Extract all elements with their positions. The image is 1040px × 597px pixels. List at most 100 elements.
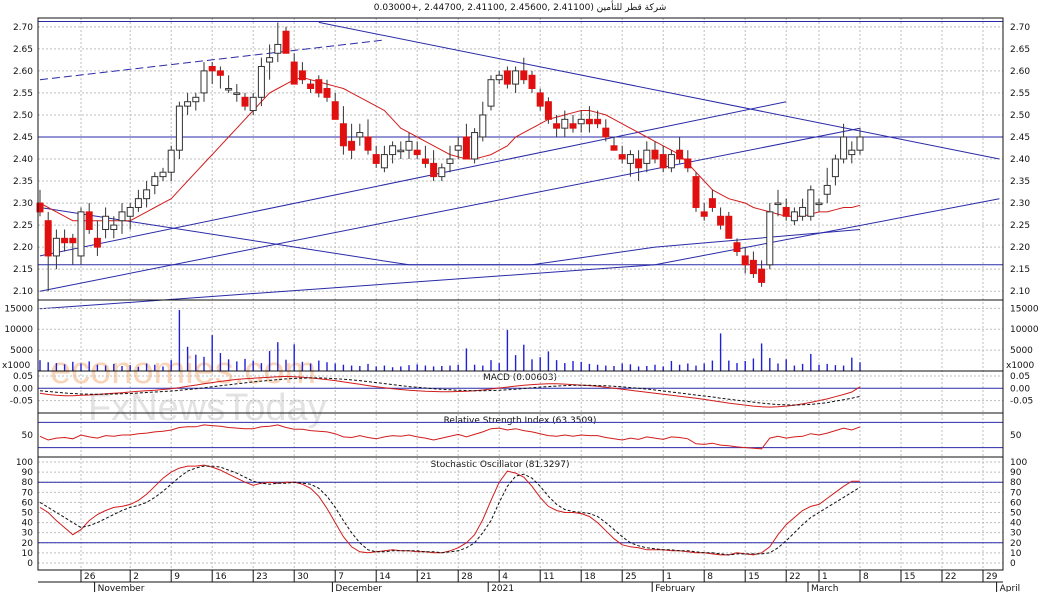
- stochastic-tick-right: 60: [1010, 498, 1022, 508]
- candle-down: [585, 118, 593, 125]
- price-tick-right: 2.15: [1010, 265, 1030, 275]
- candle-up: [626, 154, 634, 164]
- x-day-label: 1: [822, 572, 828, 582]
- volume-tick-left: 15000: [4, 304, 33, 314]
- candle-up: [438, 167, 446, 178]
- trendline: [39, 198, 1000, 310]
- stochastic-tick-right: 30: [1010, 529, 1022, 539]
- stochastic-title: Stochastic Oscillator (81.3297): [430, 460, 569, 470]
- stochastic-tick-left: 0: [27, 559, 33, 569]
- candle-up: [790, 211, 798, 222]
- candle-up: [397, 149, 405, 153]
- x-day-label: 30: [297, 572, 309, 582]
- x-month-label: March: [811, 584, 838, 592]
- candle-up: [823, 184, 831, 195]
- macd-tick-left: 0.05: [13, 372, 33, 382]
- candle-down: [782, 206, 790, 217]
- stochastic-tick-right: 100: [1010, 458, 1027, 468]
- candle-down: [544, 101, 552, 120]
- price-tick-left: 2.15: [13, 265, 33, 275]
- candle-up: [175, 105, 183, 151]
- stochastic-d-line: [39, 465, 861, 556]
- price-tick-left: 2.10: [13, 287, 33, 297]
- candle-down: [569, 123, 577, 129]
- candle-up: [799, 206, 807, 217]
- candle-up: [380, 154, 388, 169]
- price-tick-left: 2.25: [13, 221, 33, 231]
- x-month-label: November: [98, 584, 145, 592]
- candle-up: [766, 211, 774, 266]
- candle-down: [421, 158, 429, 164]
- candle-down: [553, 123, 561, 129]
- rsi-tick-right: 50: [1010, 431, 1022, 441]
- candle-down: [733, 242, 741, 253]
- candle-down: [717, 215, 725, 226]
- stochastic-tick-right: 80: [1010, 478, 1022, 488]
- candle-up: [479, 114, 487, 138]
- candle-up: [471, 132, 479, 160]
- candle-up: [495, 74, 503, 81]
- x-month-label: April: [1000, 584, 1021, 592]
- x-day-label: 9: [174, 572, 180, 582]
- price-tick-left: 2.55: [13, 89, 33, 99]
- candle-down: [216, 70, 224, 76]
- stochastic-tick-left: 60: [22, 498, 34, 508]
- stochastic-tick-left: 20: [22, 539, 34, 549]
- price-tick-right: 2.20: [1010, 243, 1030, 253]
- x-day-label: 22: [945, 572, 956, 582]
- candle-up: [389, 145, 397, 156]
- candle-down: [85, 211, 93, 230]
- trendline: [318, 21, 1000, 160]
- candle-up: [815, 202, 823, 206]
- x-day-label: 8: [863, 572, 869, 582]
- price-tick-left: 2.65: [13, 45, 33, 55]
- stochastic-tick-right: 50: [1010, 508, 1022, 518]
- stochastic-k-line: [39, 464, 860, 556]
- x-day-label: 1: [666, 572, 672, 582]
- candle-up: [257, 65, 265, 98]
- candle-down: [208, 65, 216, 72]
- price-tick-right: 2.25: [1010, 221, 1030, 231]
- price-tick-right: 2.70: [1010, 23, 1030, 33]
- stochastic-tick-left: 10: [22, 549, 34, 559]
- stochastic-tick-left: 50: [22, 508, 34, 518]
- volume-scale-left: x1000: [2, 361, 31, 371]
- stochastic-tick-right: 10: [1010, 549, 1022, 559]
- candle-up: [233, 92, 241, 95]
- rsi-tick-left: 50: [22, 431, 34, 441]
- stochastic-tick-left: 90: [22, 468, 34, 478]
- candle-up: [848, 149, 856, 156]
- x-day-label: 4: [502, 572, 508, 582]
- candle-up: [512, 70, 520, 85]
- candle-up: [126, 206, 134, 217]
- candle-up: [77, 211, 85, 257]
- candle-down: [758, 268, 766, 283]
- candle-down: [348, 140, 356, 151]
- candle-down: [462, 136, 470, 160]
- candle-down: [364, 136, 372, 151]
- trendline: [39, 127, 861, 292]
- price-tick-right: 2.60: [1010, 67, 1030, 77]
- candle-up: [643, 149, 651, 164]
- candle-up: [774, 202, 782, 206]
- candle-up: [151, 176, 159, 186]
- candle-down: [749, 259, 757, 275]
- candle-down: [241, 96, 249, 107]
- price-tick-left: 2.70: [13, 23, 33, 33]
- candle-up: [225, 88, 233, 91]
- stochastic-tick-right: 90: [1010, 468, 1022, 478]
- candle-down: [635, 158, 643, 169]
- candle-down: [528, 74, 536, 89]
- volume-tick-right: 15000: [1010, 304, 1039, 314]
- candle-up: [102, 215, 110, 230]
- candle-up: [487, 79, 495, 107]
- stochastic-tick-left: 70: [22, 488, 34, 498]
- volume-tick-right: 5000: [1010, 346, 1033, 356]
- candle-up: [807, 189, 815, 217]
- price-tick-right: 2.40: [1010, 155, 1030, 165]
- rsi-title: Relative Strength Index (63.3509): [444, 416, 597, 426]
- panel-frame: [37, 456, 1004, 571]
- stochastic-tick-right: 40: [1010, 519, 1022, 529]
